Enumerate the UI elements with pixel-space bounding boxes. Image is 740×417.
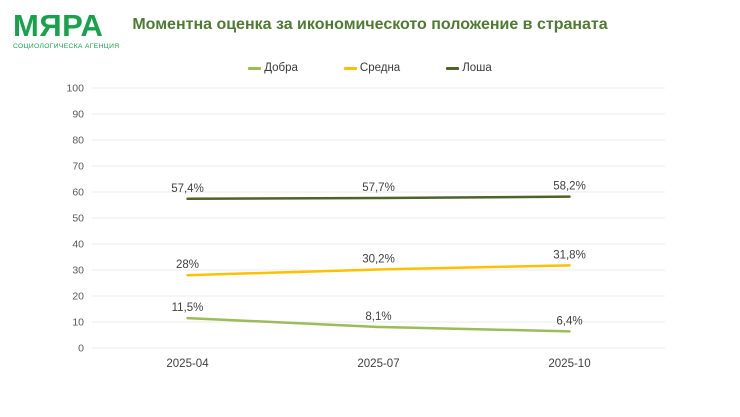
data-label-losha: 57,7%	[362, 182, 395, 194]
data-label-sredna: 28%	[176, 259, 199, 271]
y-tick-label: 10	[72, 317, 84, 329]
y-tick-label: 40	[72, 239, 84, 251]
legend-label-losha: Лоша	[462, 62, 492, 74]
y-tick-label: 0	[78, 343, 84, 355]
legend-label-dobra: Добра	[264, 62, 298, 74]
y-tick-label: 50	[72, 213, 84, 225]
data-label-dobra: 6,4%	[556, 315, 582, 327]
legend-item-losha[interactable]: Лоша	[446, 62, 492, 74]
data-label-sredna: 30,2%	[362, 253, 395, 265]
chart-title: Моментна оценка за икономическото положе…	[132, 16, 608, 33]
legend-swatch-dobra	[248, 66, 262, 70]
logo-text: МЯРА	[13, 8, 104, 43]
legend-label-sredna: Средна	[359, 62, 401, 74]
y-tick-label: 100	[66, 83, 84, 95]
data-label-dobra: 11,5%	[172, 302, 204, 314]
series-line-losha	[186, 195, 571, 201]
legend-swatch-losha	[446, 66, 460, 70]
legend-item-dobra[interactable]: Добра	[248, 62, 298, 74]
series-line-dobra	[186, 316, 571, 333]
y-tick-label: 80	[72, 135, 84, 147]
data-label-losha: 58,2%	[553, 181, 586, 193]
y-tick-label: 70	[72, 161, 84, 173]
y-tick-label: 30	[72, 265, 84, 277]
legend-swatch-sredna	[343, 66, 357, 70]
data-label-dobra: 8,1%	[365, 311, 391, 323]
data-label-sredna: 31,8%	[553, 249, 586, 261]
legend: Добра Средна Лоша	[0, 62, 740, 74]
logo: МЯРА СОЦИОЛОГИЧЕСКА АГЕНЦИЯ	[13, 10, 133, 50]
legend-item-sredna[interactable]: Средна	[343, 62, 401, 74]
y-tick-label: 20	[72, 291, 84, 303]
y-tick-label: 60	[72, 187, 84, 199]
x-tick-label: 2025-07	[357, 358, 399, 370]
logo-subtitle: СОЦИОЛОГИЧЕСКА АГЕНЦИЯ	[13, 43, 120, 50]
x-tick-label: 2025-10	[548, 358, 590, 370]
y-tick-label: 90	[72, 109, 84, 121]
data-label-losha: 57,4%	[171, 183, 204, 195]
series-line-sredna	[186, 264, 571, 277]
x-tick-label: 2025-04	[166, 358, 209, 370]
